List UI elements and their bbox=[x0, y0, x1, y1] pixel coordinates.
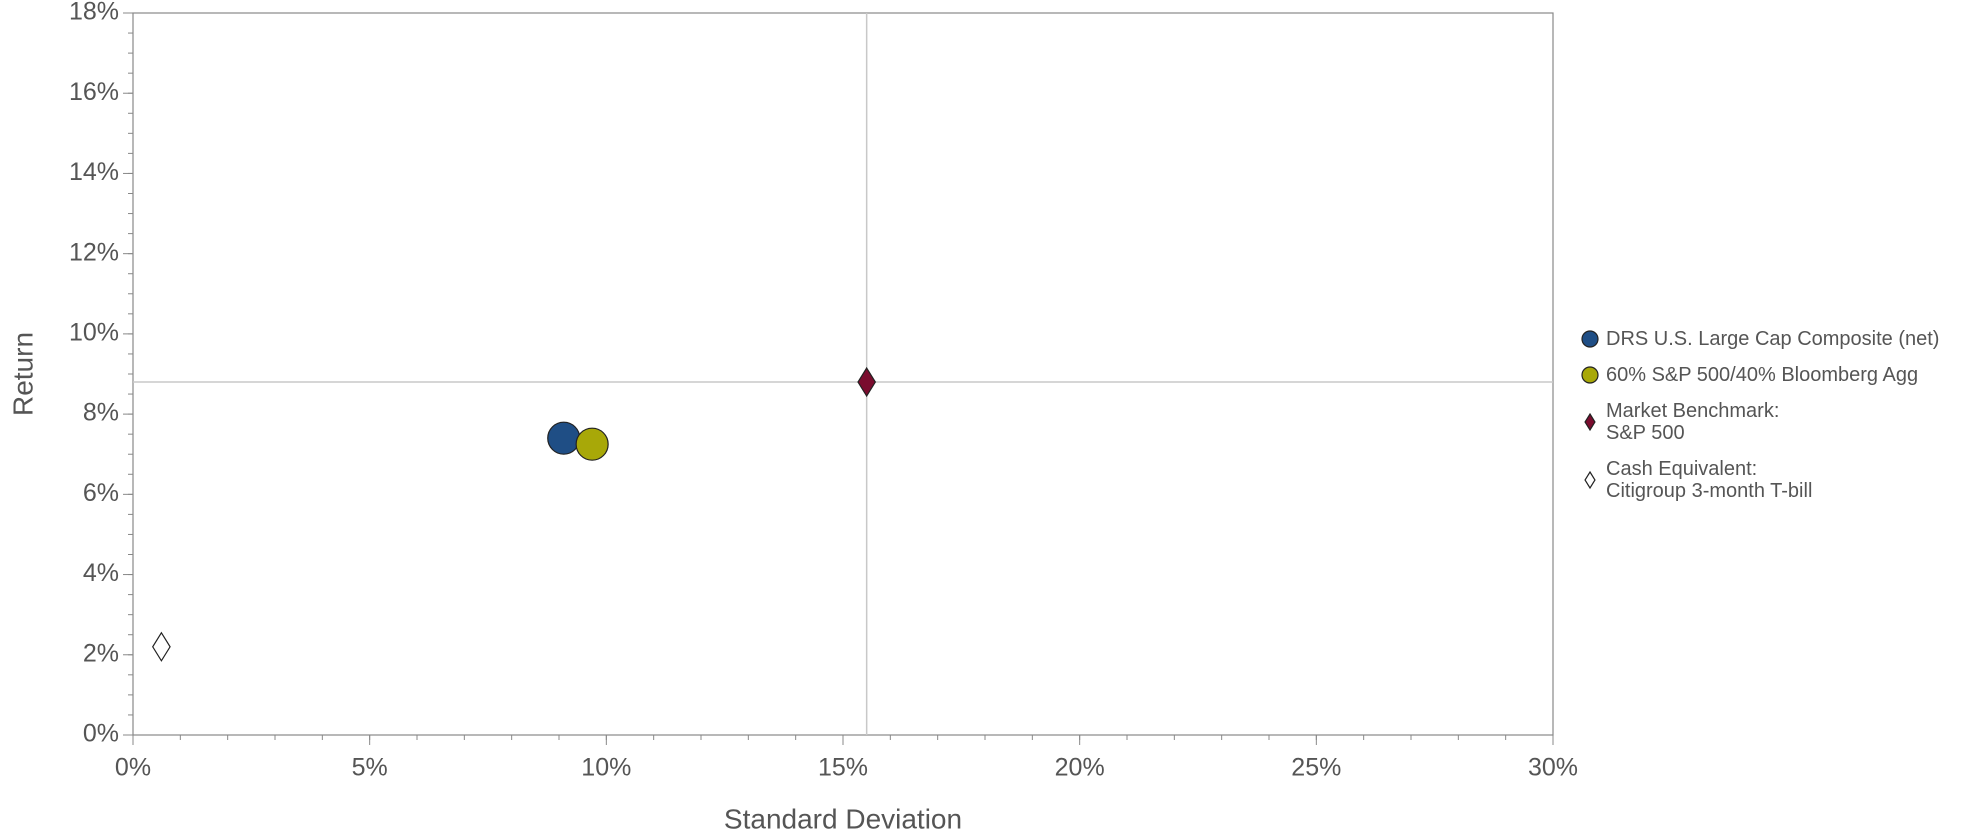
y-tick-label: 6% bbox=[83, 479, 119, 507]
legend-entry: Cash Equivalent: Citigroup 3-month T-bil… bbox=[1580, 458, 1939, 502]
legend-label: 60% S&P 500/40% Bloomberg Agg bbox=[1606, 364, 1919, 386]
y-axis-label: Return bbox=[7, 332, 38, 416]
y-tick-label: 8% bbox=[83, 399, 119, 427]
x-tick-label: 30% bbox=[1528, 754, 1578, 782]
point bbox=[152, 631, 171, 662]
x-tick-label: 0% bbox=[115, 754, 151, 782]
y-tick-label: 0% bbox=[83, 720, 119, 748]
y-tick-label: 10% bbox=[69, 318, 119, 346]
point bbox=[857, 366, 877, 398]
point bbox=[547, 421, 581, 455]
point bbox=[1581, 366, 1599, 384]
plot-frame bbox=[132, 12, 1554, 736]
y-tick-label: 12% bbox=[69, 238, 119, 266]
x-tick-label: 15% bbox=[818, 754, 868, 782]
legend-entry: DRS U.S. Large Cap Composite (net) bbox=[1580, 328, 1939, 350]
legend: DRS U.S. Large Cap Composite (net) 60% S&… bbox=[1580, 328, 1939, 516]
legend-entry: 60% S&P 500/40% Bloomberg Agg bbox=[1580, 364, 1939, 386]
x-tick-label: 5% bbox=[352, 754, 388, 782]
y-tick-label: 14% bbox=[69, 158, 119, 186]
x-tick-label: 25% bbox=[1291, 754, 1341, 782]
x-axis-label: Standard Deviation bbox=[724, 803, 962, 834]
legend-label: Cash Equivalent: Citigroup 3-month T-bil… bbox=[1606, 458, 1813, 502]
legend-label: Market Benchmark: S&P 500 bbox=[1606, 400, 1780, 444]
legend-icon bbox=[1581, 330, 1599, 348]
point bbox=[1581, 330, 1599, 348]
x-tick-label: 20% bbox=[1055, 754, 1105, 782]
legend-entry: Market Benchmark: S&P 500 bbox=[1580, 400, 1939, 444]
point bbox=[1584, 412, 1596, 432]
point bbox=[1584, 470, 1596, 490]
x-tick-label: 10% bbox=[581, 754, 631, 782]
point bbox=[575, 427, 609, 461]
legend-icon bbox=[1581, 366, 1599, 384]
y-tick-label: 16% bbox=[69, 78, 119, 106]
legend-icon bbox=[1584, 412, 1596, 432]
y-tick-label: 2% bbox=[83, 639, 119, 667]
y-tick-label: 18% bbox=[69, 0, 119, 26]
y-tick-label: 4% bbox=[83, 559, 119, 587]
legend-label: DRS U.S. Large Cap Composite (net) bbox=[1606, 328, 1940, 350]
legend-icon bbox=[1584, 470, 1596, 490]
